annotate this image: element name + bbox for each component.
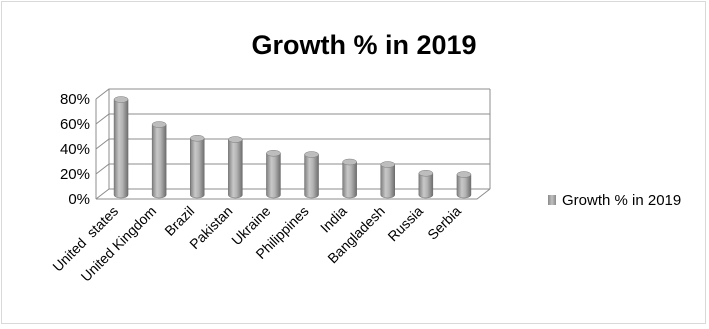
gridlines [95, 88, 491, 200]
chart-frame: Growth % in 2019 0% 20% 40% 60% 80% United s… [1, 1, 706, 324]
bar-body [418, 173, 434, 199]
bar-body [228, 139, 243, 199]
y-tick-label: 80% [60, 91, 90, 108]
y-tick-label: 40% [60, 141, 90, 158]
bar [342, 158, 357, 199]
y-tick-label: 20% [60, 166, 90, 183]
bar [151, 121, 167, 199]
bar-body [456, 174, 472, 199]
chart-title: Growth % in 2019 [251, 30, 476, 60]
bar [380, 161, 395, 199]
legend-entry-label: Growth % in 2019 [562, 192, 681, 209]
bar-top [151, 121, 167, 128]
bar-top [418, 170, 434, 177]
bar-top [304, 151, 319, 158]
y-tick-label: 60% [60, 116, 90, 133]
y-tick-label: 0% [68, 191, 90, 208]
legend-swatch [548, 195, 556, 205]
bar-top [380, 161, 395, 168]
bar-top [190, 135, 205, 142]
bar-top [266, 150, 281, 157]
bar-top [113, 96, 129, 103]
bar [113, 96, 129, 199]
bar [228, 136, 243, 199]
bar-top [342, 158, 357, 166]
bar-body [190, 138, 205, 199]
bar [456, 171, 472, 199]
gridline [95, 88, 490, 100]
bar-body [113, 99, 129, 199]
x-tick-label: Brazil [161, 203, 197, 239]
bar [418, 170, 434, 199]
bar-top [228, 136, 243, 143]
legend: Growth % in 2019 [548, 192, 681, 209]
x-tick-label: Russia [384, 203, 426, 245]
bar-body [151, 124, 167, 199]
bar [266, 150, 281, 199]
x-tick-label: Serbia [424, 203, 464, 243]
x-tick-label: United states [49, 203, 121, 275]
bar [304, 151, 319, 199]
x-tick-label: Pakistan [186, 203, 235, 252]
bar-body [342, 161, 357, 199]
floor-edge [96, 188, 491, 200]
bar-body [266, 153, 281, 199]
bar-top [456, 171, 472, 178]
bar [190, 135, 205, 199]
x-tick-label: India [317, 203, 350, 236]
bars [113, 96, 472, 199]
bar-body [304, 154, 319, 199]
y-axis-ticks: 0% 20% 40% 60% 80% [60, 91, 90, 208]
bar-body [380, 164, 395, 199]
